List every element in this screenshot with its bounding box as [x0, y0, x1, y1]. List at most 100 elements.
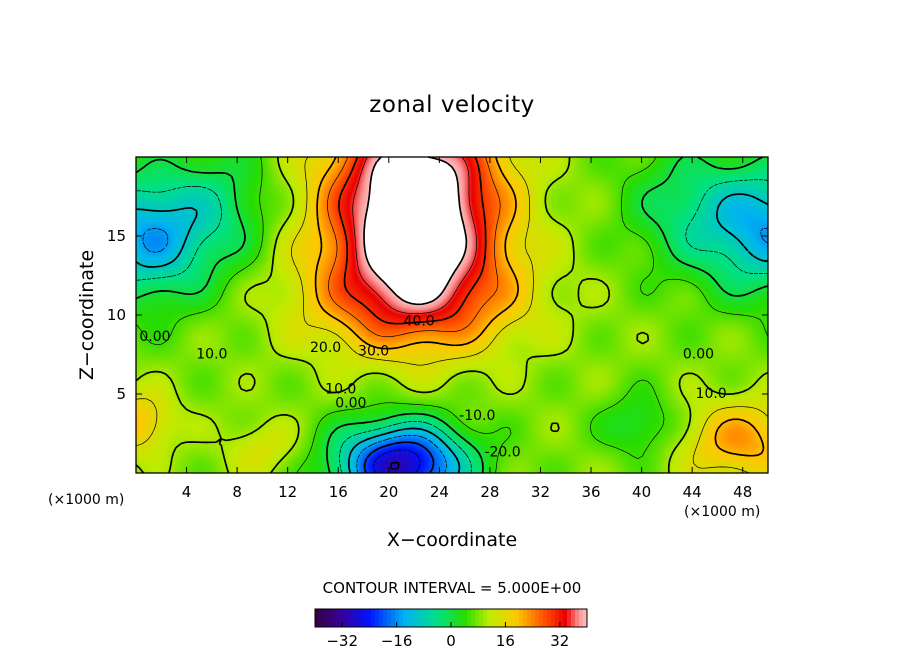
colorbar-swatch [555, 609, 560, 627]
colorbar-swatch [483, 609, 488, 627]
contour-line [135, 156, 769, 474]
x-tick-label: 24 [430, 483, 449, 501]
contour-label: 40.0 [404, 313, 435, 329]
colorbar-swatch [571, 609, 576, 627]
x-tick-label: 40 [632, 483, 651, 501]
colorbar-tick-label: 16 [496, 632, 515, 650]
colorbar-swatch [387, 609, 392, 627]
colorbar-swatch [551, 609, 556, 627]
contour-label: -10.0 [459, 408, 495, 424]
colorbar-swatch [459, 609, 464, 627]
colorbar-swatch [567, 609, 572, 627]
contour-line [135, 179, 769, 474]
x-tick-label: 12 [278, 483, 297, 501]
colorbar-swatch [347, 609, 352, 627]
x-axis-ticks: 4 8 12 16 20 24 28 32 36 40 44 48 [182, 157, 752, 501]
contour-label: 30.0 [358, 343, 389, 359]
colorbar-swatch [535, 609, 540, 627]
colorbar-swatch [515, 609, 520, 627]
x-unit-label-left: (×1000 m) [48, 492, 124, 508]
colorbar-swatch [399, 609, 404, 627]
colorbar-swatch [463, 609, 468, 627]
x-tick-label: 44 [683, 483, 702, 501]
contour-line [135, 156, 769, 474]
velocity-field [136, 157, 768, 473]
contour-label: 20.0 [310, 340, 341, 356]
colorbar-tick-label: 32 [550, 632, 569, 650]
colorbar-swatch [339, 609, 344, 627]
colorbar-swatch [499, 609, 504, 627]
colorbar-swatch [427, 609, 432, 627]
contour-line [135, 193, 769, 474]
colorbar-swatch [411, 609, 416, 627]
y-tick-label: 5 [116, 385, 126, 403]
colorbar-swatch [471, 609, 476, 627]
colorbar-swatch [451, 609, 456, 627]
colorbar-swatch [447, 609, 452, 627]
colorbar-swatch [523, 609, 528, 627]
colorbar-swatch [479, 609, 484, 627]
chart-title: zonal velocity [369, 92, 534, 118]
x-axis-title: X−coordinate [387, 529, 517, 551]
colorbar-swatch [527, 609, 532, 627]
y-tick-label: 15 [107, 227, 126, 245]
colorbar-swatch [335, 609, 340, 627]
x-tick-label: 28 [480, 483, 499, 501]
colorbar-swatch [495, 609, 500, 627]
colorbar-swatch [443, 609, 448, 627]
contour-line [363, 156, 468, 306]
colorbar-tick-label: 0 [446, 632, 456, 650]
contour-label: 10.0 [696, 386, 727, 402]
contour-label: 10.0 [325, 381, 356, 397]
colorbar-swatch [355, 609, 360, 627]
colorbar-swatch [435, 609, 440, 627]
y-axis-title: Z−coordinate [76, 250, 98, 380]
colorbar-swatch [415, 609, 420, 627]
x-tick-label: 48 [733, 483, 752, 501]
contour-line [373, 449, 421, 474]
colorbar-swatch [487, 609, 492, 627]
contour-line [352, 156, 477, 315]
x-tick-label: 20 [379, 483, 398, 501]
y-tick-label: 10 [107, 306, 126, 324]
colorbar-swatch [511, 609, 516, 627]
colorbar-swatch [343, 609, 348, 627]
colorbar-swatch [323, 609, 328, 627]
colorbar-swatch [319, 609, 324, 627]
colorbar-swatch [475, 609, 480, 627]
colorbar-swatch [563, 609, 568, 627]
colorbar-swatch [331, 609, 336, 627]
colorbar-swatch [467, 609, 472, 627]
colorbar-swatch [431, 609, 436, 627]
contour-line [338, 156, 487, 325]
contour-interval-label: CONTOUR INTERVAL = 5.000E+00 [323, 579, 582, 597]
contour-line [314, 156, 765, 457]
colorbar-swatch [383, 609, 388, 627]
colorbar-swatch [327, 609, 332, 627]
colorbar-swatch [455, 609, 460, 627]
colorbar-swatch [503, 609, 508, 627]
colorbar-swatch [543, 609, 548, 627]
colorbar-swatch [379, 609, 384, 627]
colorbar-swatch [539, 609, 544, 627]
colorbar-swatch [579, 609, 584, 627]
contour-line [363, 441, 435, 474]
colorbar-swatch [375, 609, 380, 627]
x-tick-label: 16 [329, 483, 348, 501]
x-tick-label: 4 [182, 483, 192, 501]
colorbar-swatch [575, 609, 580, 627]
colorbar-swatch [371, 609, 376, 627]
colorbar-swatch [559, 609, 564, 627]
colorbar-swatch [359, 609, 364, 627]
colorbar-swatch [367, 609, 372, 627]
y-axis-ticks: 5 10 15 [107, 227, 768, 403]
colorbar-swatch [363, 609, 368, 627]
contour-line [142, 227, 769, 474]
colorbar-swatch [491, 609, 496, 627]
colorbar-swatch [419, 609, 424, 627]
x-unit-label-right: (×1000 m) [684, 504, 760, 520]
x-tick-label: 32 [531, 483, 550, 501]
